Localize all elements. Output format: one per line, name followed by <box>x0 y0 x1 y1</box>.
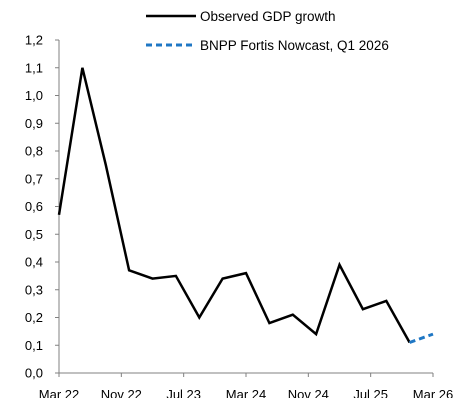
y-tick-label: 1,1 <box>25 60 43 75</box>
x-tick-label: Mar 24 <box>226 387 266 398</box>
x-tick-label: Mar 26 <box>413 387 453 398</box>
x-tick-label: Nov 22 <box>101 387 142 398</box>
legend-label: BNPP Fortis Nowcast, Q1 2026 <box>200 38 389 53</box>
y-tick-label: 0,9 <box>25 116 43 131</box>
x-tick-label: Nov 24 <box>288 387 329 398</box>
y-tick-label: 0,4 <box>25 255 43 270</box>
y-tick-label: 0,2 <box>25 310 43 325</box>
y-tick-label: 0,3 <box>25 282 43 297</box>
observed-gdp-series-line <box>57 67 411 344</box>
y-tick-label: 0,5 <box>25 227 43 242</box>
y-tick-label: 0,0 <box>25 366 43 381</box>
y-tick-label: 0,1 <box>25 338 43 353</box>
y-tick-label: 0,8 <box>25 144 43 159</box>
x-tick-label: Jul 23 <box>166 387 201 398</box>
x-axis-tick-labels: Mar 22 Nov 22 Jul 23 Mar 24 Nov 24 Jul 25 Mar … <box>39 387 453 398</box>
y-tick-label: 1,2 <box>25 33 43 48</box>
y-tick-label: 0,7 <box>25 171 43 186</box>
nowcast-series-line <box>409 332 434 344</box>
x-tick-label: Mar 22 <box>39 387 79 398</box>
y-tick-label: 0,6 <box>25 199 43 214</box>
y-axis-tick-labels: 0,0 0,1 0,2 0,3 0,4 0,5 0,6 0,7 0,8 0,9 1,0 1,1 1,2 <box>25 33 43 381</box>
x-tick-label: Jul 25 <box>353 387 388 398</box>
series-lines <box>57 67 434 344</box>
chart-axes <box>55 39 434 377</box>
legend: Observed GDP growth BNPP Fortis Nowcast, … <box>146 9 389 53</box>
y-tick-label: 1,0 <box>25 88 43 103</box>
legend-label: Observed GDP growth <box>200 9 336 24</box>
